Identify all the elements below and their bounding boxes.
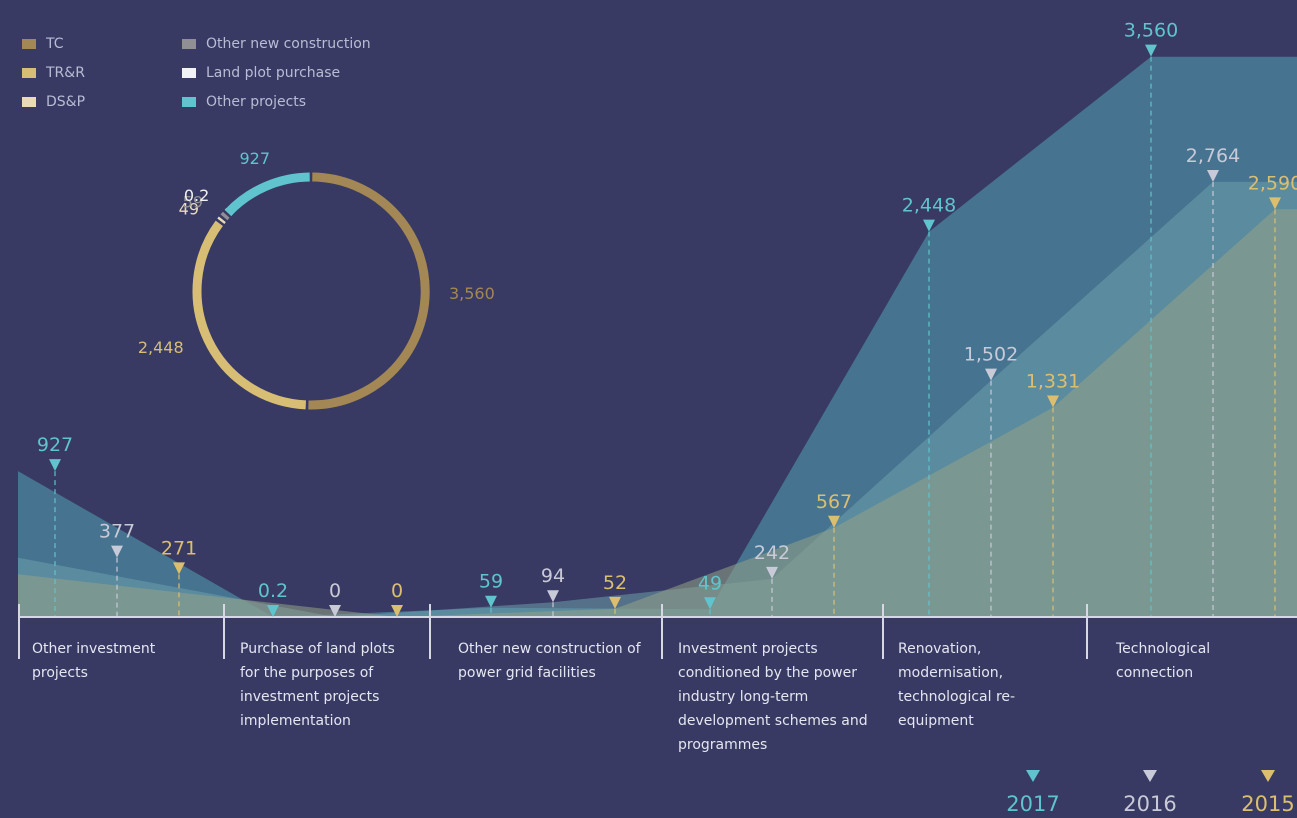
marker-2017-0 [49, 459, 61, 472]
marker-2017-4 [923, 219, 935, 232]
marker-2017-5 [1145, 44, 1157, 57]
value-markers [49, 44, 1281, 617]
donut-slice-other-projects [224, 172, 310, 216]
marker-2015-3 [828, 515, 840, 528]
area-layer [18, 56, 1297, 618]
legend-label: Other new construction [206, 36, 371, 52]
value-label-2015-5: 2,590 [1248, 172, 1297, 194]
value-label-2017-4: 2,448 [902, 195, 956, 217]
legend-swatch [182, 97, 196, 107]
donut-label-other-projects: 927 [239, 149, 270, 168]
donut-label-other-new-construction: 59 [183, 193, 203, 212]
year-label-2015: 2015 [1241, 792, 1295, 816]
donut-slice-tc [308, 172, 430, 410]
category-label-2: Other new construction of power grid fac… [458, 641, 641, 681]
marker-2016-2 [547, 590, 559, 603]
marker-2015-5 [1269, 197, 1281, 210]
area-series-2015 [18, 209, 1297, 618]
donut-label-ds-p: 49 [179, 199, 199, 218]
value-label-2015-1: 0 [391, 580, 403, 602]
donut-slice-other-new-construction [220, 211, 230, 221]
legend-swatch [22, 68, 36, 78]
legend-swatch [182, 68, 196, 78]
value-label-2016-4: 1,502 [964, 344, 1018, 366]
category-label-4: Renovation, modernisation, technological… [898, 641, 1016, 729]
legend-label: TR&R [46, 65, 85, 81]
marker-2016-3 [766, 566, 778, 579]
value-label-2016-0: 377 [99, 521, 135, 543]
marker-2015-1 [391, 605, 403, 617]
legend-label: DS&P [46, 94, 86, 110]
donut-slice-ds-p [217, 216, 226, 224]
value-label-2017-2: 59 [479, 571, 503, 593]
marker-2016-5 [1207, 169, 1219, 182]
value-label-2015-2: 52 [603, 572, 627, 594]
legend-item-other-new-construction: Other new construction [182, 36, 371, 52]
guide-lines [54, 56, 1276, 617]
value-label-2016-1: 0 [329, 580, 341, 602]
value-label-2017-5: 3,560 [1124, 20, 1178, 42]
donut-label-tr-r: 2,448 [138, 338, 184, 357]
marker-2015-0 [173, 562, 185, 575]
marker-2016-1 [329, 605, 341, 617]
legend-swatch [22, 39, 36, 49]
value-label-2016-5: 2,764 [1186, 145, 1240, 167]
year-marker-2015 [1261, 770, 1275, 782]
marker-2015-4 [1047, 395, 1059, 408]
category-label-5: Technological connection [1116, 641, 1211, 681]
value-label-2016-2: 94 [541, 565, 565, 587]
x-axis [18, 604, 1297, 659]
marker-2016-4 [985, 368, 997, 381]
year-label-2017: 2017 [1006, 792, 1060, 816]
value-label-2015-0: 271 [161, 537, 197, 559]
value-label-2017-1: 0.2 [258, 580, 288, 602]
donut-label-land-plot-purchase: 0.2 [184, 186, 209, 205]
donut-label-tc: 3,560 [449, 284, 495, 303]
legend-swatch [22, 97, 36, 107]
value-label-2015-4: 1,331 [1026, 371, 1080, 393]
marker-2017-1 [267, 604, 279, 617]
category-label-1: Purchase of land plots for the purposes … [240, 641, 395, 729]
category-label-0: Other investment projects [32, 641, 156, 681]
legend-item-tr-r: TR&R [22, 65, 85, 81]
legend-swatch [182, 39, 196, 49]
value-label-2016-3: 242 [754, 542, 790, 564]
marker-2017-2 [485, 595, 497, 608]
legend-item-land-plot-purchase: Land plot purchase [182, 65, 340, 81]
value-label-2017-0: 927 [37, 434, 73, 456]
year-marker-2017 [1026, 770, 1040, 782]
category-label-3: Investment projects conditioned by the p… [678, 641, 868, 753]
marker-2015-2 [609, 596, 621, 609]
legend-label: Other projects [206, 94, 307, 110]
legend-item-other-projects: Other projects [182, 94, 306, 110]
marker-2016-0 [111, 545, 123, 558]
marker-2017-3 [704, 597, 716, 610]
year-marker-2016 [1143, 770, 1157, 782]
value-label-2017-3: 49 [698, 572, 722, 594]
legend-label: Land plot purchase [206, 65, 341, 81]
legend-item-ds-p: DS&P [22, 94, 85, 110]
year-label-2016: 2016 [1123, 792, 1177, 816]
legend-label: TC [46, 36, 64, 52]
value-label-2015-3: 567 [816, 491, 852, 513]
legend-item-tc: TC [22, 36, 64, 52]
donut-slice-tr-r [192, 220, 307, 410]
